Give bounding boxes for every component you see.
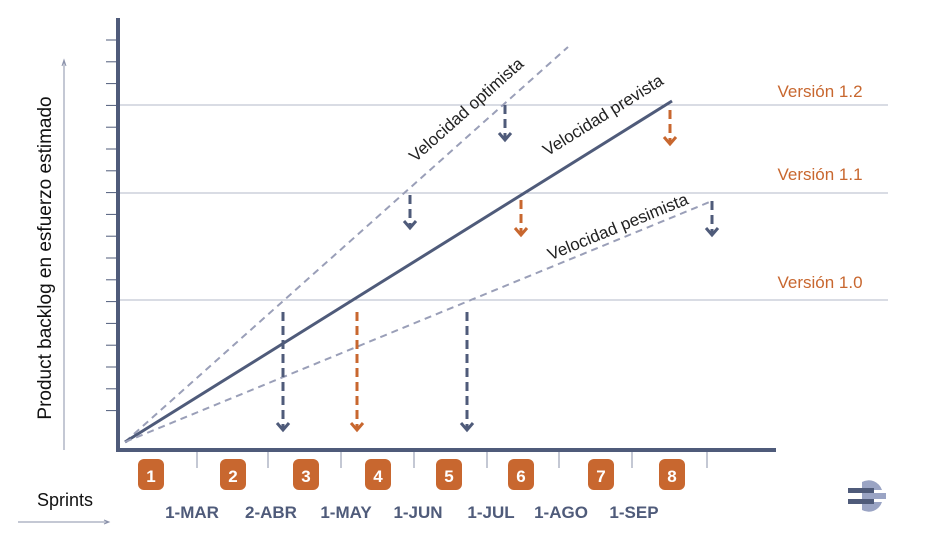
pessimistic-velocity-line <box>124 200 713 443</box>
y-arrow-head-icon <box>61 58 67 67</box>
down-arrow-icon <box>704 201 720 238</box>
version-1-1-label: Versión 1.1 <box>777 165 862 184</box>
sprint-badge: 8 <box>659 459 685 490</box>
date-label: 1-AGO <box>534 503 588 522</box>
sprint-number: 6 <box>516 467 525 486</box>
down-arrow-icon <box>349 312 365 433</box>
x-axis-label: Sprints <box>37 490 93 510</box>
down-arrow-icon <box>459 312 475 433</box>
date-label: 1-MAY <box>320 503 372 522</box>
x-arrow-head-icon <box>103 519 111 525</box>
optimistic-velocity-line <box>124 46 569 443</box>
sprint-badges: 1 2 3 4 5 6 7 8 <box>138 459 685 490</box>
date-label: 2-ABR <box>245 503 297 522</box>
sprint-badge: 2 <box>220 459 246 490</box>
version-1-2-label: Versión 1.2 <box>777 82 862 101</box>
expected-velocity-line <box>124 99 673 444</box>
sprint-number: 4 <box>373 467 383 486</box>
sprint-badge: 5 <box>436 459 462 490</box>
release-arrows <box>275 105 720 433</box>
sprint-number: 1 <box>146 467 155 486</box>
sprint-badge: 3 <box>293 459 319 490</box>
sprint-badge: 7 <box>588 459 614 490</box>
sprint-number: 3 <box>301 467 310 486</box>
down-arrow-icon <box>275 312 291 433</box>
sprint-number: 2 <box>228 467 237 486</box>
sprint-badge: 4 <box>365 459 391 490</box>
version-lines <box>118 104 888 301</box>
date-labels: 1-MAR 2-ABR 1-MAY 1-JUN 1-JUL 1-AGO 1-SEP <box>165 503 658 522</box>
date-label: 1-JUL <box>467 503 514 522</box>
down-arrow-icon <box>402 195 418 231</box>
date-label: 1-MAR <box>165 503 219 522</box>
company-logo-icon <box>848 480 886 512</box>
sprint-number: 5 <box>444 467 453 486</box>
date-label: 1-SEP <box>609 503 658 522</box>
sprint-badge: 1 <box>138 459 164 490</box>
y-axis-label: Product backlog en esfuerzo estimado <box>35 96 56 419</box>
down-arrow-icon <box>662 110 678 147</box>
optimistic-velocity-label: Velocidad optimista <box>405 54 527 166</box>
sprint-number: 8 <box>667 467 676 486</box>
down-arrow-icon <box>497 105 513 143</box>
sprint-number: 7 <box>596 467 605 486</box>
sprint-badge: 6 <box>508 459 534 490</box>
x-axis-ticks <box>196 452 708 468</box>
version-1-0-label: Versión 1.0 <box>777 273 862 292</box>
down-arrow-icon <box>513 200 529 238</box>
date-label: 1-JUN <box>393 503 442 522</box>
pessimistic-velocity-label: Velocidad pesimista <box>545 189 692 264</box>
